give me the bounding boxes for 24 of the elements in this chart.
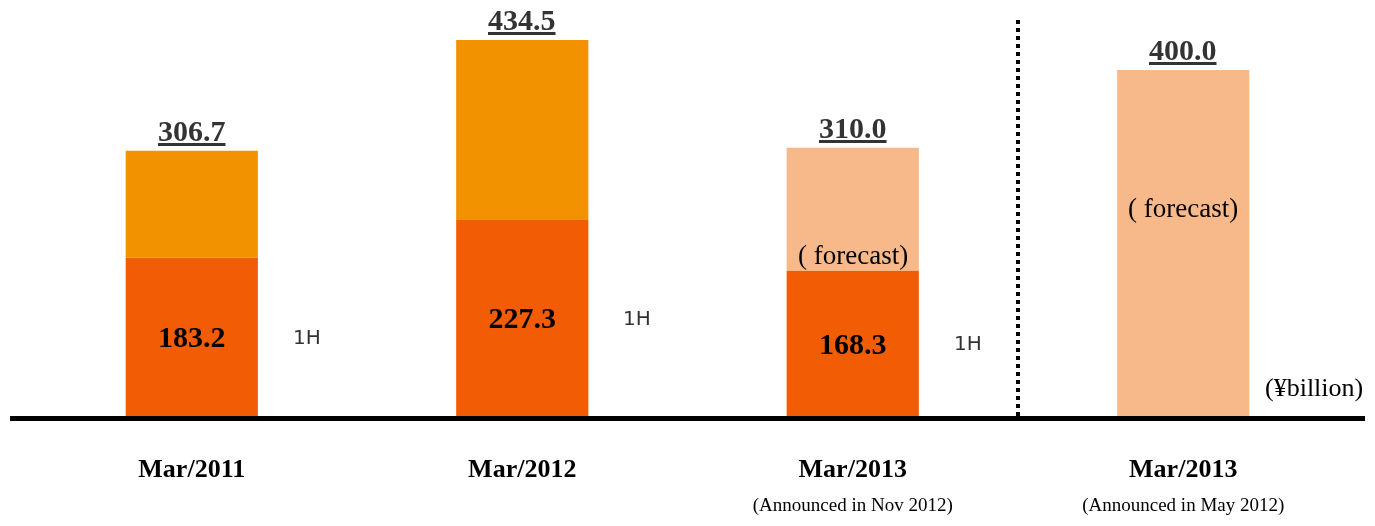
annotation: ( forecast)	[798, 240, 909, 270]
total-label: 434.5	[488, 3, 556, 36]
x-tick-label: Mar/2013 (Announced in May 2012)	[1082, 454, 1285, 516]
x-tick-label: Mar/2011	[138, 454, 246, 484]
bar	[1117, 69, 1250, 416]
bar	[786, 270, 919, 416]
total-label: 310.0	[819, 111, 887, 144]
x-tick-label: Mar/2013 (Announced in Nov 2012)	[752, 454, 953, 516]
annotation: 1H	[293, 325, 321, 349]
annotation: 1H	[623, 306, 651, 330]
bar	[456, 219, 589, 416]
data-label: 168.3	[818, 326, 887, 360]
x-tick-label: Mar/2012	[468, 454, 577, 484]
bar	[456, 40, 589, 220]
annotation: ( forecast)	[1128, 193, 1239, 223]
total-label: 306.7	[158, 114, 226, 147]
total-label: 400.0	[1149, 33, 1217, 66]
bar	[125, 257, 258, 416]
annotation: (¥billion)	[1265, 373, 1364, 402]
annotation: 1H	[954, 331, 982, 355]
bar	[786, 147, 919, 271]
data-label: 227.3	[488, 301, 557, 335]
data-label: 183.2	[158, 320, 226, 354]
bar	[125, 150, 258, 258]
